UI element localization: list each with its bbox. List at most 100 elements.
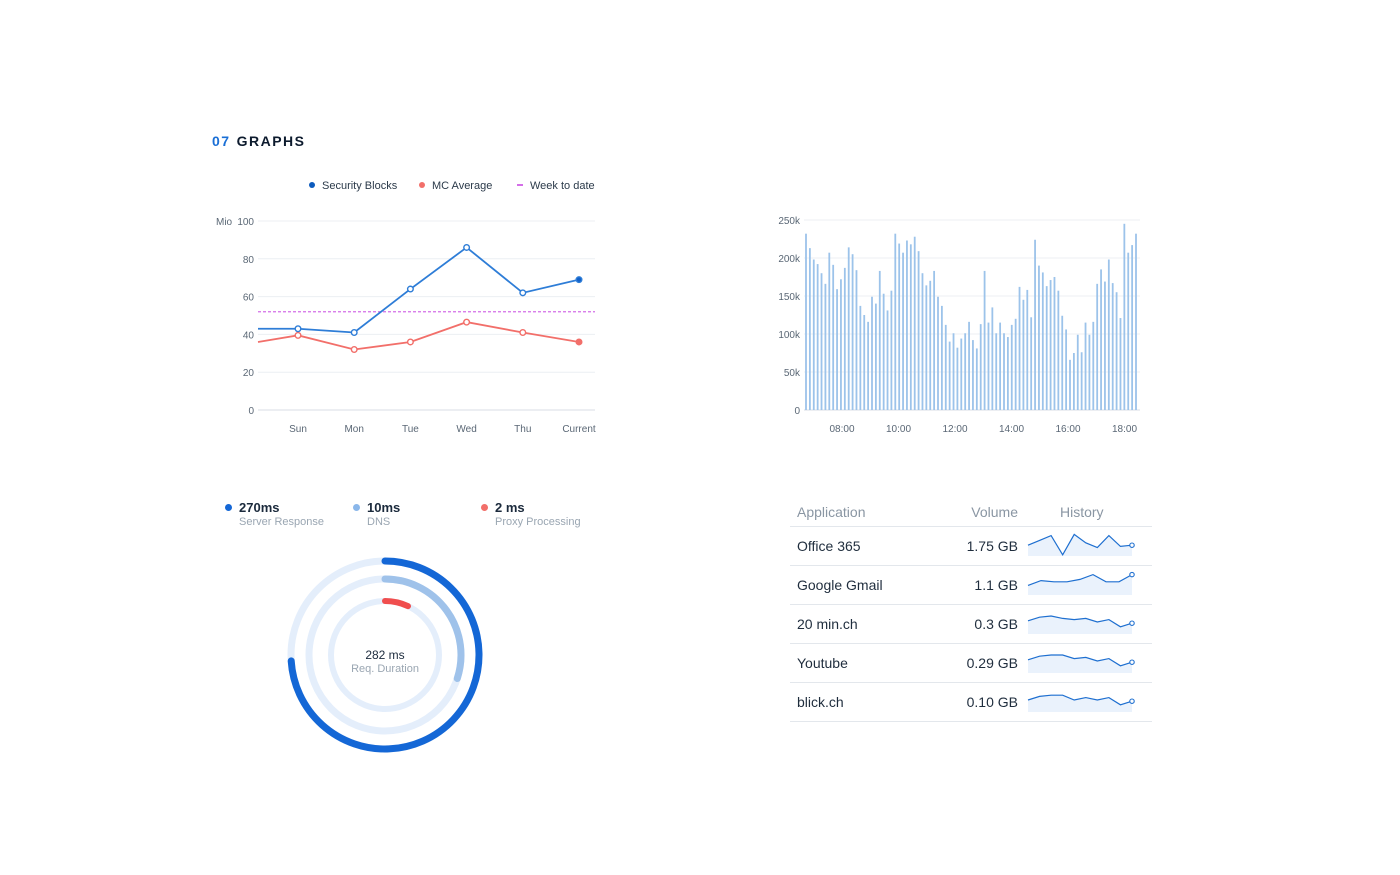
- bar: [937, 296, 939, 410]
- table-row[interactable]: Google Gmail 1.1 GB: [790, 565, 1152, 605]
- bar: [964, 333, 967, 410]
- sparkline-area: [1028, 574, 1132, 595]
- x-tick-label: 14:00: [999, 424, 1024, 435]
- data-point: [575, 338, 583, 346]
- bar: [987, 322, 990, 410]
- legend-label: Week to date: [530, 180, 595, 192]
- legend-marker: [517, 184, 523, 186]
- x-tick-label: 12:00: [942, 424, 967, 435]
- ring-arc: [287, 557, 483, 753]
- data-point: [350, 346, 358, 354]
- donut-center-value: 282 ms: [365, 648, 404, 662]
- bar: [859, 305, 862, 410]
- bar: [816, 264, 819, 410]
- bar: [808, 248, 811, 410]
- bar: [1006, 337, 1009, 410]
- stat-label: DNS: [367, 516, 391, 528]
- bar: [1049, 280, 1052, 410]
- table-row[interactable]: Office 365 1.75 GB: [790, 526, 1152, 566]
- stat-value: 2 ms: [495, 500, 525, 515]
- sparkline-line: [1027, 614, 1133, 627]
- bar: [855, 270, 858, 410]
- bar: [952, 333, 955, 410]
- bar: [929, 280, 932, 410]
- bar: [1076, 334, 1079, 410]
- bar: [851, 254, 854, 410]
- bar: [902, 252, 904, 410]
- bar: [1022, 299, 1025, 410]
- bar: [828, 252, 831, 410]
- bar: [1127, 252, 1130, 410]
- bar: [968, 321, 970, 410]
- bar: [948, 341, 951, 410]
- bar: [1084, 322, 1087, 410]
- y-tick-label: 250k: [778, 216, 801, 227]
- server-response-dot: [225, 504, 232, 511]
- app-name: Google Gmail: [790, 565, 937, 605]
- bar: [1100, 269, 1102, 410]
- bar: [921, 273, 924, 410]
- proxy-processing-dot: [481, 504, 488, 511]
- bar: [979, 324, 982, 410]
- data-point: [350, 329, 358, 337]
- bar: [847, 247, 850, 410]
- y-tick-label: 60: [243, 293, 255, 304]
- data-point: [294, 325, 302, 333]
- y-tick-label: 200k: [778, 254, 801, 265]
- bar: [960, 338, 963, 410]
- bar: [1053, 277, 1056, 410]
- bar: [1045, 286, 1048, 410]
- bar: [874, 303, 877, 410]
- header-history: History: [1018, 498, 1152, 527]
- bar: [886, 310, 889, 410]
- bar: [871, 296, 873, 410]
- stat-proxy-processing: 2 ms Proxy Processing: [481, 500, 581, 528]
- bar: [1119, 318, 1122, 410]
- security-blocks-line-chart: Security Blocks MC Average Week to date 0 20…: [216, 180, 596, 435]
- x-tick-label: Wed: [456, 424, 476, 435]
- header-volume: Volume: [937, 498, 1018, 527]
- table-row[interactable]: Youtube 0.29 GB: [790, 643, 1152, 683]
- sparkline-line: [1027, 694, 1133, 705]
- table-row[interactable]: 20 min.ch 0.3 GB: [790, 604, 1152, 644]
- y-tick-label: 0: [248, 406, 254, 417]
- app-volume: 0.29 GB: [937, 643, 1018, 683]
- bar: [1038, 265, 1040, 410]
- donut-center-label: Req. Duration: [351, 663, 419, 675]
- history-sparkline: [1027, 533, 1135, 556]
- x-tick-label: 08:00: [829, 424, 854, 435]
- x-tick-label: Sun: [289, 424, 307, 435]
- bar: [820, 273, 823, 410]
- bar: [1092, 321, 1095, 410]
- bar: [956, 347, 959, 410]
- history-sparkline: [1027, 571, 1135, 595]
- bar: [1065, 329, 1068, 410]
- sparkline-line: [1027, 653, 1133, 666]
- y-tick-label: 50k: [784, 368, 801, 379]
- bar: [832, 264, 835, 410]
- legend-marker: [309, 182, 315, 188]
- bar: [1104, 281, 1106, 410]
- bar: [1088, 334, 1091, 410]
- data-point: [519, 289, 527, 297]
- data-point: [575, 276, 583, 284]
- bar: [898, 243, 901, 410]
- sparkline-endpoint: [1129, 658, 1135, 665]
- x-tick-label: Current: [562, 424, 596, 435]
- x-tick-label: 10:00: [886, 424, 911, 435]
- table-row[interactable]: blick.ch 0.10 GB: [790, 682, 1152, 722]
- x-tick-label: Tue: [402, 424, 419, 435]
- header-application: Application: [790, 498, 937, 527]
- y-tick-label: 80: [243, 255, 255, 266]
- bar: [906, 240, 908, 410]
- history-sparkline: [1027, 614, 1135, 634]
- history-sparkline: [1027, 694, 1135, 712]
- application-table: Application Volume History Office 365 1.…: [790, 498, 1152, 722]
- y-tick-label: 150k: [778, 292, 801, 303]
- bar: [975, 348, 978, 410]
- bar: [1057, 290, 1060, 410]
- bar: [863, 315, 866, 410]
- data-point: [463, 243, 471, 251]
- bar: [1034, 239, 1036, 410]
- sparkline-endpoint: [1129, 571, 1135, 577]
